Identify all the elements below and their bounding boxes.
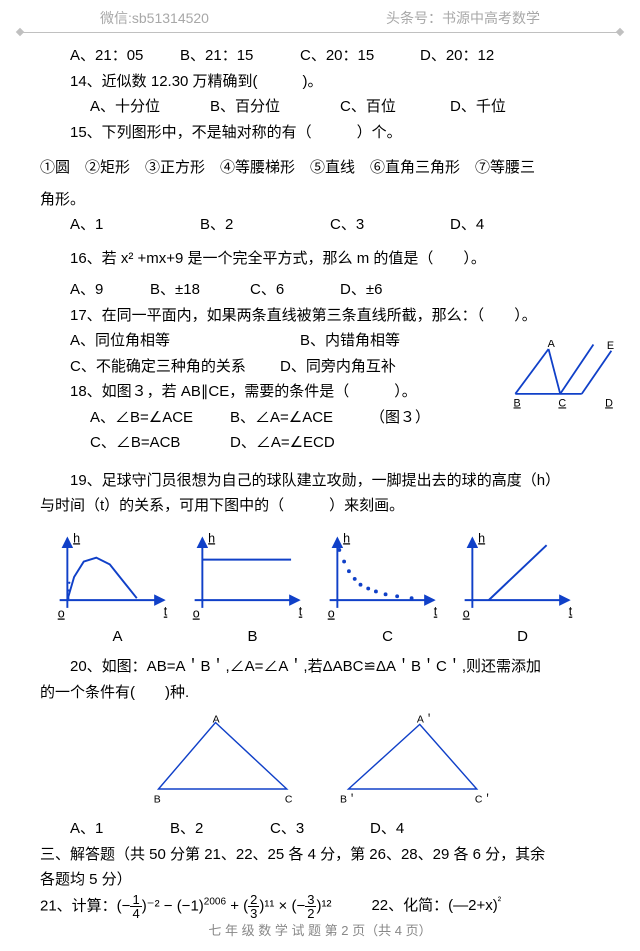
q20-text2: 的一个条件有( )种. <box>40 680 600 706</box>
q20-options: A、1 B、2 C、3 D、4 <box>40 816 600 842</box>
q15-text: 15、下列图形中，不是轴对称的有（ ）个。 <box>40 120 600 146</box>
q18-e: D、∠A=∠ECD <box>230 430 335 456</box>
q20-d: D、4 <box>370 816 404 842</box>
opt-d: D、20：12 <box>420 43 494 69</box>
figure3-diagram: A E B C D <box>502 340 622 410</box>
triangles-row: A B C A＇ B＇ C＇ <box>40 705 600 816</box>
q16-c: C、6 <box>250 277 340 303</box>
q15-d: D、4 <box>450 212 484 238</box>
q16-d: D、±6 <box>340 277 382 303</box>
fig3-B: B <box>514 397 521 409</box>
chart-d: h o t <box>455 529 590 624</box>
svg-text:C: C <box>285 794 293 805</box>
svg-text:h: h <box>343 531 350 545</box>
q22: 22、化简：(—2+x)² <box>371 893 501 919</box>
fig3-D: D <box>605 397 613 409</box>
q14-b: B、百分位 <box>210 94 340 120</box>
q14-options: A、十分位 B、百分位 C、百位 D、千位 <box>40 94 600 120</box>
q14-text: 14、近似数 12.30 万精确到( )。 <box>40 69 600 95</box>
svg-text:t: t <box>569 604 573 618</box>
lbl-d: D <box>455 624 590 650</box>
q14-c: C、百位 <box>340 94 450 120</box>
q17-d: D、同旁内角互补 <box>280 354 396 380</box>
q16-a: A、9 <box>70 277 150 303</box>
q15-a: A、1 <box>70 212 200 238</box>
toutiao-id: 头条号：书源中高考数学 <box>386 8 540 28</box>
svg-text:t: t <box>299 604 303 618</box>
q16-options: A、9 B、±18 C、6 D、±6 <box>40 277 600 303</box>
svg-text:t: t <box>434 604 438 618</box>
q14-d: D、千位 <box>450 94 506 120</box>
wechat-id: 微信:sb51314520 <box>100 8 209 28</box>
q19-text2: 与时间（t）的关系，可用下图中的（ ）来刻画。 <box>40 493 600 519</box>
q20-c: C、3 <box>270 816 370 842</box>
triangle-1: A B C <box>140 713 310 808</box>
q17-c: C、不能确定三种角的关系 <box>70 354 280 380</box>
q18-b: B、∠A=∠ACE <box>230 405 370 431</box>
svg-text:A: A <box>213 715 220 726</box>
chart-c: h o t <box>320 529 455 624</box>
q18-row2: C、∠B=ACB D、∠A=∠ECD <box>40 430 600 456</box>
section3: 三、解答题（共 50 分第 21、22、25 各 4 分，第 26、28、29 … <box>40 842 600 868</box>
svg-text:h: h <box>208 531 215 545</box>
opt-a: A、21：05 <box>70 43 180 69</box>
lbl-a: A <box>50 624 185 650</box>
fig3-C: C <box>558 397 566 409</box>
q18-fig: （图３） <box>370 405 430 431</box>
q20-text1: 20、如图：AB=A＇B＇,∠A=∠A＇,若ΔABC≌ΔA＇B＇C＇,则还需添加 <box>40 654 600 680</box>
charts-row: h o t h o t h o t h o t <box>40 519 600 624</box>
svg-text:B: B <box>154 794 161 805</box>
q21-q22-row: 21、计算：(−14)⁻² − (−1)2006 + (23)¹¹ × (−32… <box>40 893 600 920</box>
svg-text:t: t <box>164 604 168 618</box>
q20-a: A、1 <box>70 816 170 842</box>
svg-text:o: o <box>328 606 335 620</box>
prev-options: A、21：05 B、21：15 C、20：15 D、20：12 <box>40 43 600 69</box>
fig3-A: A <box>548 340 556 350</box>
q18-d: C、∠B=ACB <box>90 430 230 456</box>
svg-text:h: h <box>73 531 80 545</box>
svg-text:h: h <box>478 531 485 545</box>
opt-b: B、21：15 <box>180 43 300 69</box>
q21: 21、计算：(−14)⁻² − (−1)2006 + (23)¹¹ × (−32… <box>40 893 331 920</box>
q15-c: C、3 <box>330 212 450 238</box>
q17-text: 17、在同一平面内，如果两条直线被第三条直线所截，那么：（ ）。 <box>40 303 600 329</box>
q15-shapes: ①圆 ②矩形 ③正方形 ④等腰梯形 ⑤直线 ⑥直角三角形 ⑦等腰三 <box>40 155 600 181</box>
svg-text:o: o <box>58 606 65 620</box>
svg-text:o: o <box>463 606 470 620</box>
q15-shapes2: 角形。 <box>40 187 600 213</box>
q17-b: B、内错角相等 <box>300 328 400 354</box>
chart-a: h o t <box>50 529 185 624</box>
svg-text:B＇: B＇ <box>340 793 357 805</box>
chart-labels: A B C D <box>40 624 600 655</box>
chart-b: h o t <box>185 529 320 624</box>
section3b: 各题均 5 分） <box>40 867 600 893</box>
opt-c: C、20：15 <box>300 43 420 69</box>
q16-text: 16、若 x² +mx+9 是一个完全平方式，那么 m 的值是（ ）。 <box>40 246 600 272</box>
q20-b: B、2 <box>170 816 270 842</box>
svg-text:A＇: A＇ <box>417 714 434 726</box>
fig3-E: E <box>607 340 614 352</box>
svg-text:o: o <box>193 606 200 620</box>
page-header: 微信:sb51314520 头条号：书源中高考数学 <box>20 0 620 33</box>
lbl-c: C <box>320 624 455 650</box>
q17-a: A、同位角相等 <box>70 328 300 354</box>
q18-a: A、∠B=∠ACE <box>90 405 230 431</box>
q16-b: B、±18 <box>150 277 250 303</box>
page-footer: 七 年 级 数 学 试 题 第 2 页（共 4 页） <box>0 920 640 939</box>
lbl-b: B <box>185 624 320 650</box>
q14-a: A、十分位 <box>90 94 210 120</box>
svg-text:C＇: C＇ <box>475 793 493 805</box>
q15-options: A、1 B、2 C、3 D、4 <box>40 212 600 238</box>
q15-b: B、2 <box>200 212 330 238</box>
q19-text1: 19、足球守门员很想为自己的球队建立攻勋，一脚提出去的球的高度（h） <box>40 468 600 494</box>
triangle-2: A＇ B＇ C＇ <box>330 713 500 808</box>
page-content: A、21：05 B、21：15 C、20：15 D、20：12 14、近似数 1… <box>20 33 620 920</box>
